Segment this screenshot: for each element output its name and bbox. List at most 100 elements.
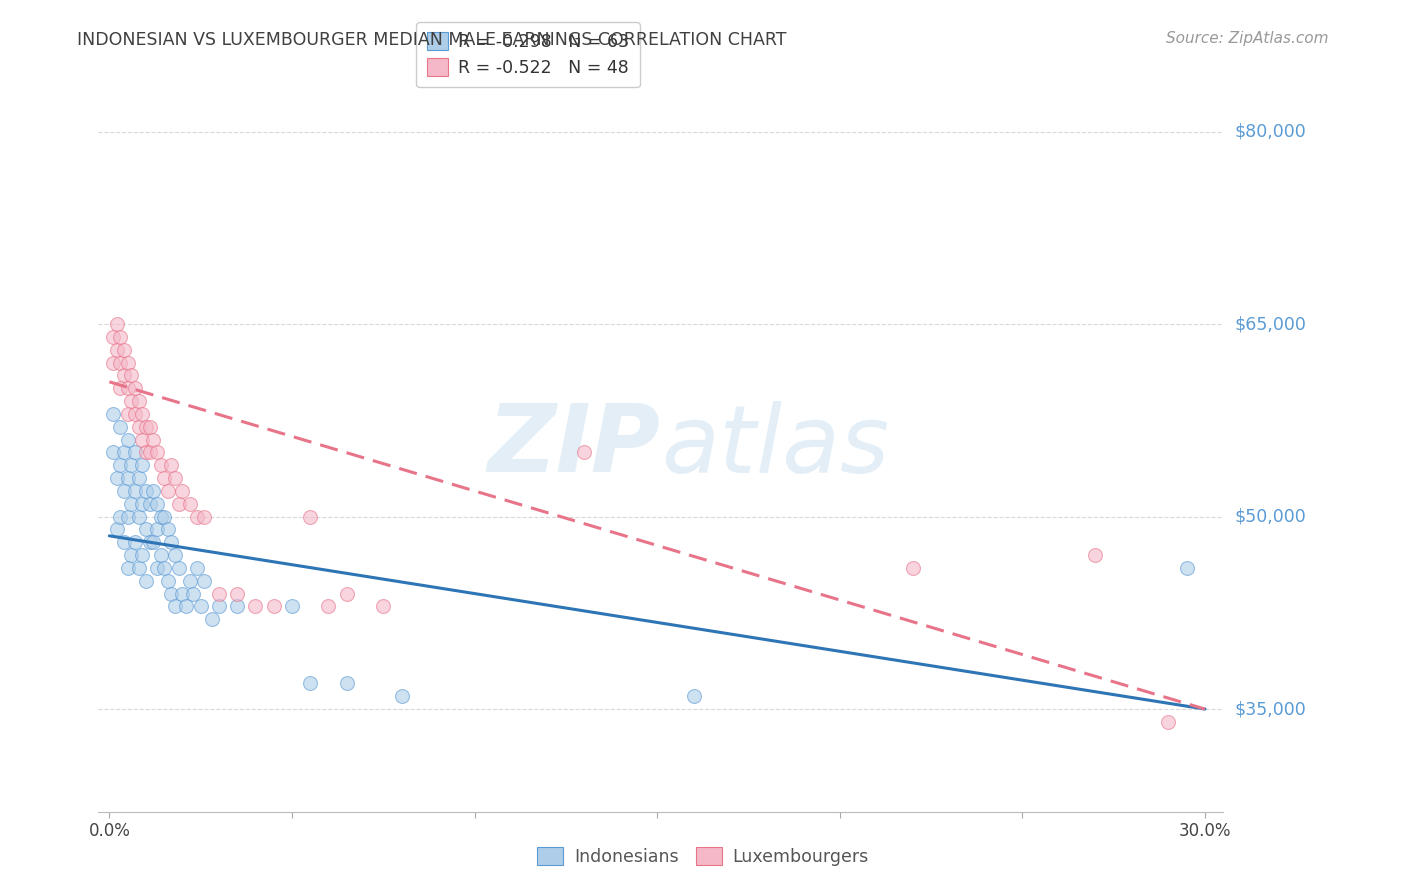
Point (149, 458, 172, 473)
Point (682, 690, 704, 704)
Point (120, 548, 142, 562)
Point (112, 483, 135, 498)
Point (117, 561, 139, 575)
Point (131, 407, 153, 421)
Point (101, 355, 124, 369)
Point (179, 574, 201, 588)
Point (101, 330, 124, 344)
Text: $50,000: $50,000 (1234, 508, 1306, 525)
Point (105, 343, 128, 357)
Point (174, 599, 197, 614)
Point (131, 458, 153, 473)
Point (124, 407, 146, 421)
Point (128, 561, 150, 575)
Point (172, 483, 194, 498)
Point (124, 483, 146, 498)
Point (110, 458, 132, 473)
Point (901, 561, 924, 575)
Point (226, 599, 249, 614)
Point (117, 509, 139, 524)
Point (131, 497, 153, 511)
Point (135, 523, 157, 537)
Point (153, 509, 176, 524)
Point (110, 381, 132, 395)
Point (110, 419, 132, 434)
Text: INDONESIAN VS LUXEMBOURGER MEDIAN MALE EARNINGS CORRELATION CHART: INDONESIAN VS LUXEMBOURGER MEDIAN MALE E… (77, 31, 787, 49)
Text: atlas: atlas (661, 401, 889, 491)
Point (179, 497, 201, 511)
Point (165, 471, 187, 485)
Point (117, 355, 139, 369)
Point (142, 433, 165, 447)
Point (165, 548, 187, 562)
Point (263, 599, 285, 614)
Point (120, 368, 142, 383)
Point (138, 535, 160, 549)
Point (146, 497, 169, 511)
Point (138, 445, 160, 459)
Point (105, 471, 128, 485)
Point (135, 483, 157, 498)
Point (146, 523, 169, 537)
Point (112, 368, 135, 383)
Point (186, 561, 208, 575)
Point (336, 676, 359, 690)
Point (193, 574, 215, 588)
Point (112, 535, 135, 549)
Point (124, 535, 146, 549)
Point (146, 561, 169, 575)
Point (131, 548, 153, 562)
Point (299, 509, 322, 524)
Point (160, 586, 183, 600)
Point (193, 509, 215, 524)
Point (112, 445, 135, 459)
Point (186, 509, 208, 524)
Legend: Indonesians, Luxembourgers: Indonesians, Luxembourgers (529, 838, 877, 874)
Point (110, 509, 132, 524)
Point (318, 599, 340, 614)
Point (146, 445, 169, 459)
Point (391, 690, 413, 704)
Point (156, 483, 179, 498)
Point (105, 317, 128, 331)
Point (135, 445, 157, 459)
Point (245, 599, 267, 614)
Point (1157, 714, 1180, 729)
Point (208, 586, 231, 600)
Point (1084, 548, 1107, 562)
Point (124, 381, 146, 395)
Point (208, 599, 231, 614)
Point (120, 458, 142, 473)
Point (149, 509, 172, 524)
Point (135, 419, 157, 434)
Point (160, 458, 183, 473)
Point (142, 483, 165, 498)
Point (156, 574, 179, 588)
Point (153, 561, 176, 575)
Text: $65,000: $65,000 (1234, 315, 1306, 333)
Point (165, 599, 187, 614)
Point (131, 433, 153, 447)
Point (128, 509, 150, 524)
Point (153, 471, 176, 485)
Point (120, 497, 142, 511)
Point (142, 535, 165, 549)
Point (105, 523, 128, 537)
Point (128, 419, 150, 434)
Point (167, 497, 190, 511)
Text: $80,000: $80,000 (1234, 122, 1306, 141)
Point (156, 523, 179, 537)
Point (120, 394, 142, 409)
Point (117, 433, 139, 447)
Point (167, 561, 190, 575)
Point (373, 599, 395, 614)
Point (112, 343, 135, 357)
Point (110, 330, 132, 344)
Point (336, 586, 359, 600)
Point (299, 676, 322, 690)
Point (183, 586, 205, 600)
Point (128, 471, 150, 485)
Text: ZIP: ZIP (488, 400, 661, 492)
Point (128, 394, 150, 409)
Point (117, 407, 139, 421)
